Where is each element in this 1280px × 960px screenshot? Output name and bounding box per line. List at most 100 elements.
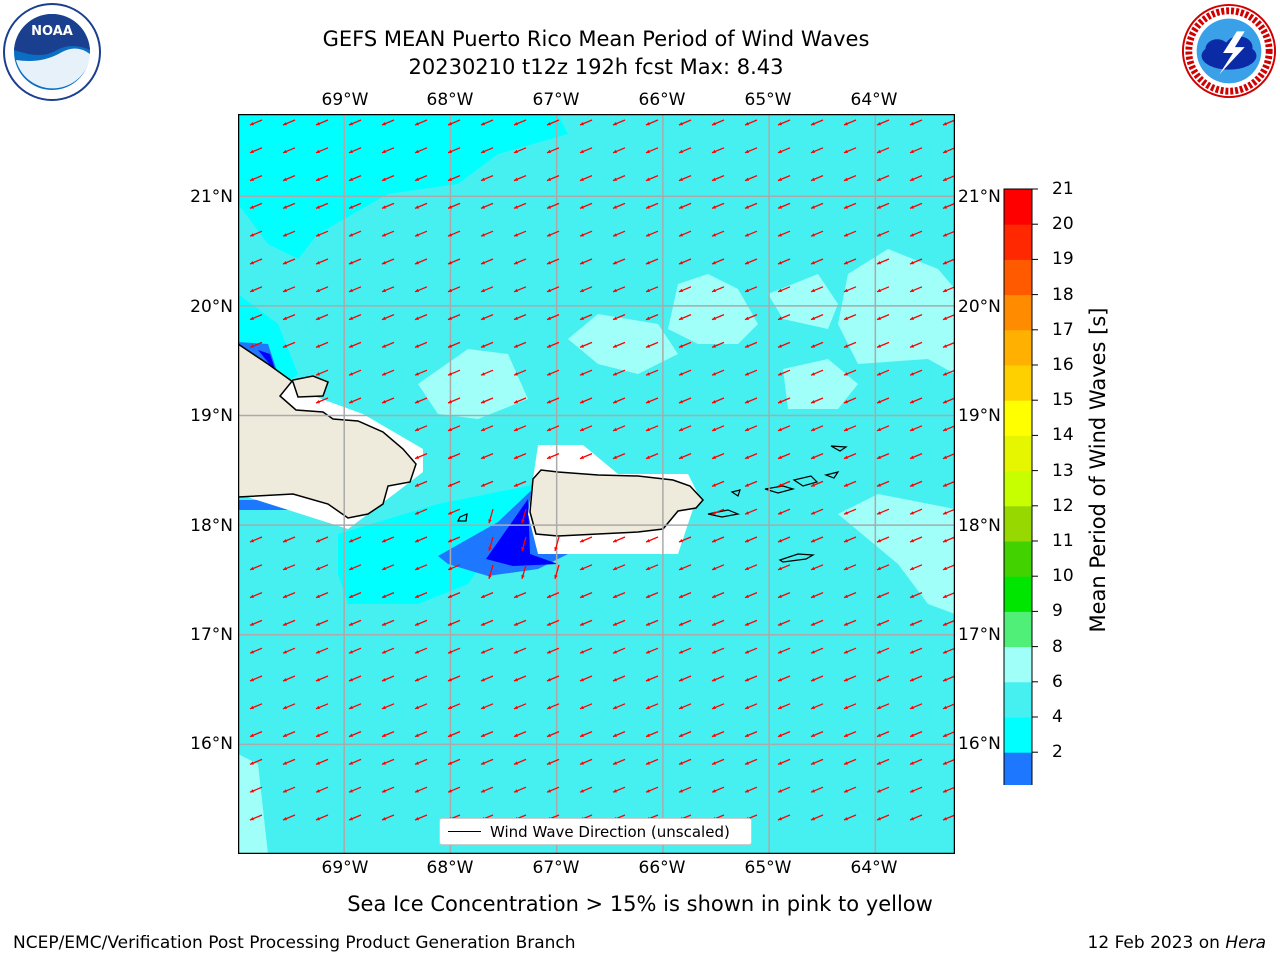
wind-wave-arrowhead xyxy=(778,205,782,209)
lon-label-top: 68°W xyxy=(426,90,474,110)
wind-wave-arrowhead xyxy=(844,789,848,793)
wind-wave-arrowhead xyxy=(283,539,287,543)
wind-wave-arrowhead xyxy=(415,511,419,515)
wind-wave-arrowhead xyxy=(580,594,584,598)
colorbar-segment xyxy=(1004,224,1032,260)
wind-wave-arrowhead xyxy=(316,372,320,376)
wind-wave-arrowhead xyxy=(910,817,914,821)
wind-wave-arrowhead xyxy=(745,511,749,515)
wind-wave-arrowhead xyxy=(679,566,683,571)
wind-wave-arrowhead xyxy=(943,733,947,737)
colorbar-tick-label: 15 xyxy=(1052,390,1074,411)
colorbar xyxy=(1003,188,1038,785)
wind-wave-arrowhead xyxy=(646,594,650,598)
wind-wave-arrowhead xyxy=(811,205,815,209)
wind-wave-arrowhead xyxy=(646,539,650,543)
colorbar-tick-label: 14 xyxy=(1052,425,1074,446)
wind-wave-arrowhead xyxy=(778,455,782,459)
wind-wave-arrowhead xyxy=(679,122,683,126)
wind-wave-arrowhead xyxy=(554,547,558,551)
wind-wave-arrowhead xyxy=(349,650,353,654)
wind-wave-arrowhead xyxy=(844,372,848,376)
wind-wave-arrowhead xyxy=(910,594,914,598)
wind-wave-arrowhead xyxy=(316,594,320,598)
wind-wave-arrowhead xyxy=(844,761,848,765)
wind-wave-arrows xyxy=(249,119,955,821)
colorbar-tick-label: 9 xyxy=(1052,601,1063,622)
wind-wave-arrowhead xyxy=(382,650,386,654)
wind-wave-arrowhead xyxy=(613,205,617,209)
wind-wave-arrowhead xyxy=(580,566,584,571)
wind-wave-arrowhead xyxy=(382,344,386,348)
wind-wave-arrowhead xyxy=(481,427,485,432)
colorbar-tick-label: 20 xyxy=(1052,214,1074,235)
wind-wave-arrowhead xyxy=(448,233,452,237)
wind-wave-arrowhead xyxy=(481,205,485,209)
wind-wave-arrowhead xyxy=(778,678,782,682)
wind-wave-arrowhead xyxy=(481,122,485,126)
wind-wave-arrowhead xyxy=(448,483,452,487)
wind-wave-arrowhead xyxy=(679,761,683,765)
wind-wave-arrowhead xyxy=(877,817,881,821)
colorbar-tick-label: 6 xyxy=(1052,671,1063,692)
colorbar-segment xyxy=(1004,717,1032,753)
wind-wave-arrowhead xyxy=(778,733,782,737)
wind-wave-arrowhead xyxy=(910,205,914,209)
wind-wave-arrowhead xyxy=(712,261,716,265)
wind-wave-arrowhead xyxy=(613,761,617,765)
wind-wave-arrowhead xyxy=(910,678,914,682)
colorbar-segment xyxy=(1004,646,1032,683)
island-vieques xyxy=(707,509,741,518)
wind-wave-arrowhead xyxy=(415,650,419,654)
wind-wave-arrowhead xyxy=(679,400,683,404)
wind-wave-arrowhead xyxy=(349,678,353,682)
wind-wave-arrowhead xyxy=(778,344,782,348)
wind-wave-arrowhead xyxy=(448,344,452,348)
wind-wave-arrowhead xyxy=(613,678,617,682)
wind-wave-arrowhead xyxy=(580,761,584,765)
wind-wave-arrowhead xyxy=(943,177,947,181)
wind-wave-arrowhead xyxy=(745,622,749,626)
wind-wave-arrowhead xyxy=(382,566,386,571)
wind-wave-arrowhead xyxy=(349,261,353,265)
wind-wave-arrowhead xyxy=(943,261,947,265)
colorbar-tick-label: 18 xyxy=(1052,284,1074,305)
period-8-9-region xyxy=(838,494,955,614)
wind-wave-arrowhead xyxy=(679,427,683,432)
wind-wave-arrowhead xyxy=(778,539,782,543)
wind-wave-arrowhead xyxy=(613,650,617,654)
wind-wave-arrowhead xyxy=(679,622,683,626)
wind-wave-arrowhead xyxy=(811,233,815,237)
wind-wave-arrowhead xyxy=(910,455,914,459)
wind-wave-arrowhead xyxy=(844,233,848,237)
island-stjohn xyxy=(792,475,819,487)
wind-wave-arrowhead xyxy=(481,261,485,265)
wind-wave-arrowhead xyxy=(745,566,749,571)
wind-wave-arrowhead xyxy=(844,594,848,598)
wind-wave-arrowhead xyxy=(481,789,485,793)
island-culebra xyxy=(730,489,741,497)
wind-wave-arrowhead xyxy=(811,400,815,404)
wind-wave-arrowhead xyxy=(547,594,551,598)
wind-wave-arrowhead xyxy=(415,149,419,154)
wind-wave-arrowhead xyxy=(514,594,518,598)
wind-wave-arrowhead xyxy=(415,205,419,209)
wind-wave-arrowhead xyxy=(778,372,782,376)
wind-wave-arrowhead xyxy=(448,177,452,181)
wind-wave-arrowhead xyxy=(514,650,518,654)
wind-wave-arrowhead xyxy=(646,233,650,237)
wind-wave-arrowhead xyxy=(514,427,518,432)
wind-wave-arrowhead xyxy=(712,177,716,181)
wind-wave-arrowhead xyxy=(481,733,485,737)
wind-wave-arrowhead xyxy=(811,288,815,293)
wind-wave-arrowhead xyxy=(250,678,254,682)
legend-label: Wind Wave Direction (unscaled) xyxy=(490,823,730,841)
wind-wave-arrowhead xyxy=(521,547,525,551)
wind-wave-arrowhead xyxy=(811,427,815,432)
wind-wave-arrowhead xyxy=(316,539,320,543)
wind-wave-arrowhead xyxy=(415,177,419,181)
wind-wave-arrowhead xyxy=(580,455,584,459)
wind-wave-arrowhead xyxy=(712,149,716,154)
wind-wave-arrowhead xyxy=(613,594,617,598)
wind-wave-arrowhead xyxy=(712,233,716,237)
